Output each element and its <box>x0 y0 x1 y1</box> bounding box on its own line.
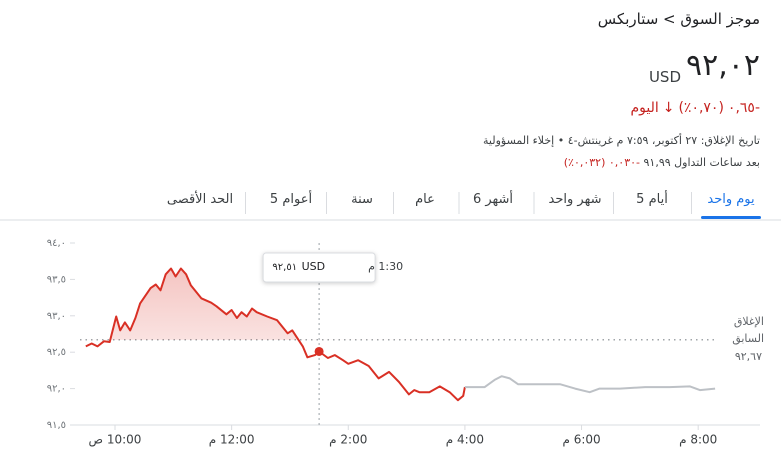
disclaimer[interactable]: إخلاء المسؤولية <box>483 134 555 147</box>
x-tick-label: 12:00 م <box>209 433 255 447</box>
after-hours-change: ‎-٠,٠٣٠ (٠,٠٣٢٪) <box>563 156 641 169</box>
close-info-row: تاريخ الإغلاق: ٢٧ أكتوبر، ٧:٥٩ م غرينتش-… <box>483 134 760 147</box>
after-hours-label: بعد ساعات التداول <box>674 156 760 169</box>
tooltip-time: 1:30 م <box>368 260 403 273</box>
tab[interactable]: الحد الأقصى <box>166 192 234 207</box>
tab[interactable]: شهر واحد <box>548 192 602 207</box>
tab[interactable]: 5 أعوام <box>269 192 313 207</box>
tab[interactable]: سنة <box>351 192 373 207</box>
arrow-icon: ↓ <box>662 100 675 116</box>
breadcrumb[interactable]: موجز السوق > ستاربكس <box>597 10 760 28</box>
price: ٩٢,٠٢ <box>686 48 760 83</box>
x-tick-label: 4:00 م <box>446 433 484 447</box>
y-tick-label: ٩٣,٠ <box>47 311 66 322</box>
y-tick-label: ٩٢,٠ <box>47 384 66 395</box>
hover-dot <box>314 346 324 356</box>
period: اليوم <box>630 100 659 116</box>
y-tick-label: ٩٢,٥ <box>47 347 66 358</box>
price-line <box>464 375 716 394</box>
tab[interactable]: عام <box>415 192 435 207</box>
tab[interactable]: 6 أشهر <box>472 192 514 207</box>
x-tick-label: 10:00 ص <box>89 433 142 448</box>
previous-close-value: ٩٢,٦٧ <box>735 350 762 363</box>
after-hours-row: بعد ساعات التداول ٩١,٩٩ ‎-٠,٠٣٠ (٠,٠٣٢٪) <box>564 156 760 169</box>
close-info: تاريخ الإغلاق: ٢٧ أكتوبر، ٧:٥٩ م غرينتش-… <box>567 134 760 147</box>
y-tick-label: ٩١,٥ <box>47 420 66 431</box>
after-hours-price: ٩١,٩٩ <box>643 156 671 169</box>
currency: USD <box>648 68 681 86</box>
x-tick-label: 6:00 م <box>562 433 600 447</box>
tab-underline <box>701 216 761 219</box>
change: ‎-٠,٦٥ <box>727 100 760 116</box>
area-shade <box>85 268 465 340</box>
tooltip-currency: USD <box>302 260 326 273</box>
x-tick-label: 2:00 م <box>329 433 367 447</box>
tooltip-value: ٩٢,٥١ <box>272 262 297 273</box>
y-tick-label: ٩٤,٠ <box>47 238 66 249</box>
change-row: ‎-٠,٦٥(٠,٧٠٪)↓اليوم <box>626 100 760 116</box>
price-line <box>85 267 466 402</box>
change-percent: (٠,٧٠٪) <box>678 100 724 116</box>
tab[interactable]: 5 أيام <box>636 192 668 207</box>
y-tick-label: ٩٣,٥ <box>47 274 66 285</box>
tab[interactable]: يوم واحد <box>707 192 755 207</box>
tooltip-box <box>262 252 376 283</box>
previous-close-label: الإغلاق السابق <box>732 315 764 345</box>
x-tick-label: 8:00 م <box>679 433 717 447</box>
